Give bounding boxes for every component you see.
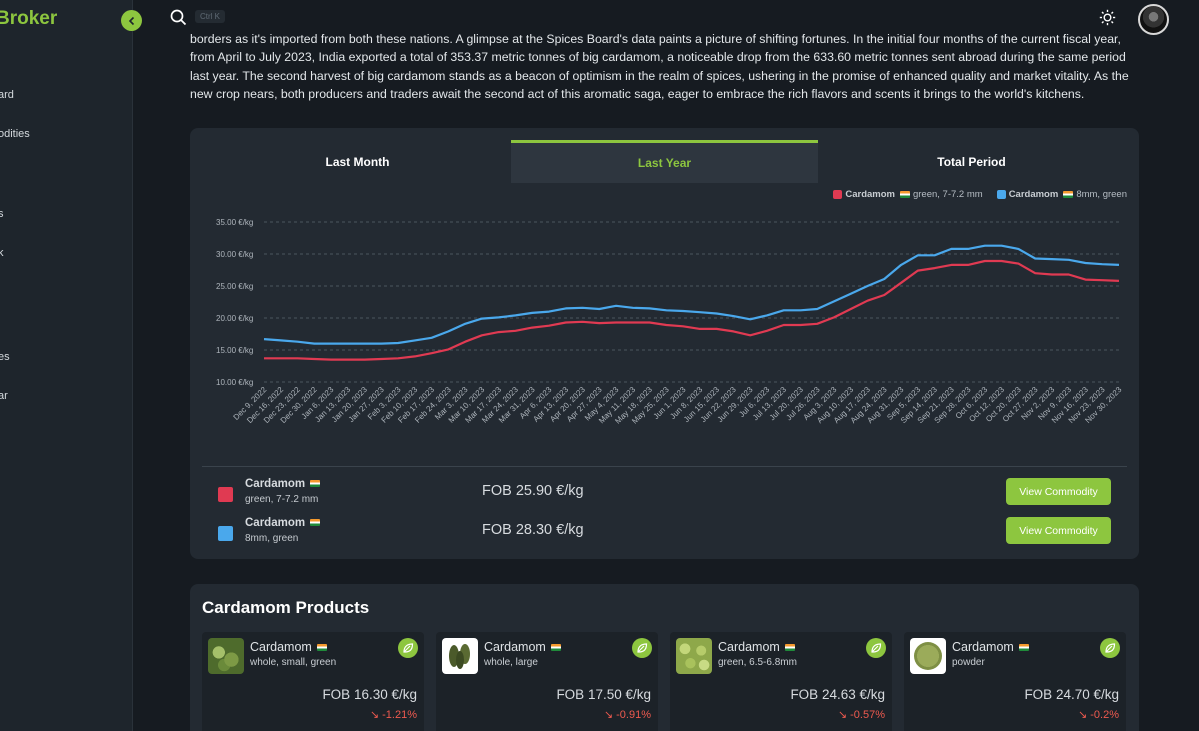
sidebar-item-3[interactable]: s — [0, 208, 4, 220]
series-color-swatch — [218, 526, 233, 541]
commodity-variant: green, 7-7.2 mm — [245, 494, 319, 505]
summary-row: Cardamom 8mm, green FOB 28.30 €/kg View … — [190, 512, 1139, 548]
legend-name: Cardamom — [1008, 189, 1059, 200]
india-flag-icon — [551, 644, 562, 652]
legend-name: Cardamom — [845, 189, 895, 200]
legend-item-green-7mm[interactable]: Cardamom green, 7-7.2 mm — [833, 189, 983, 200]
india-flag-icon — [310, 519, 321, 527]
product-variant: green, 6.5-6.8mm — [718, 657, 797, 668]
product-name: Cardamom — [718, 640, 796, 654]
leaf-icon — [1100, 638, 1120, 658]
india-flag-icon — [1063, 191, 1074, 198]
trend-down-icon: ↘ — [369, 709, 380, 721]
y-tick-label: 30.00 €/kg — [216, 250, 253, 259]
leaf-icon — [866, 638, 886, 658]
legend-swatch — [996, 190, 1006, 199]
section-title: Cardamom Products — [202, 598, 370, 617]
search-icon[interactable] — [170, 9, 187, 26]
product-price: FOB 24.63 €/kg — [790, 687, 885, 702]
sidebar-item-6[interactable]: ar — [0, 390, 8, 402]
tab-total-period[interactable]: Total Period — [937, 154, 1006, 169]
india-flag-icon — [785, 644, 796, 652]
legend-item-8mm[interactable]: Cardamom 8mm, green — [996, 189, 1127, 200]
product-card[interactable]: Cardamom whole, small, green FOB 16.30 €… — [202, 632, 424, 731]
brand-logo[interactable]: Broker — [0, 8, 58, 29]
price-change: ↘ -1.21% — [369, 709, 417, 721]
trend-down-icon: ↘ — [603, 709, 614, 721]
collapse-sidebar-button[interactable] — [121, 10, 142, 31]
search-shortcut-hint: Ctrl K — [195, 10, 225, 23]
user-avatar[interactable] — [1138, 4, 1169, 35]
leaf-icon — [398, 638, 418, 658]
price-change: ↘ -0.57% — [837, 709, 885, 721]
sidebar-item-4[interactable]: k — [0, 247, 4, 259]
product-image — [910, 638, 946, 674]
sun-icon[interactable] — [1099, 9, 1116, 26]
price-line-chart: 35.00 €/kg 30.00 €/kg 25.00 €/kg 20.00 €/kg… — [216, 218, 1124, 426]
divider — [202, 466, 1127, 467]
india-flag-icon — [899, 191, 910, 198]
sidebar-item-5[interactable]: es — [0, 351, 10, 363]
india-flag-icon — [1019, 644, 1030, 652]
leaf-icon — [632, 638, 652, 658]
product-price: FOB 17.50 €/kg — [556, 687, 651, 702]
product-name: Cardamom — [952, 640, 1030, 654]
product-image — [208, 638, 244, 674]
product-card[interactable]: Cardamom whole, large FOB 17.50 €/kg ↘ -… — [436, 632, 658, 731]
y-tick-label: 25.00 €/kg — [216, 282, 253, 291]
product-price: FOB 24.70 €/kg — [1024, 687, 1119, 702]
price-chart-card: Last Month Last Year Total Period Cardam… — [190, 128, 1139, 559]
tab-last-month[interactable]: Last Month — [325, 154, 390, 169]
india-flag-icon — [317, 644, 328, 652]
summary-row: Cardamom green, 7-7.2 mm FOB 25.90 €/kg … — [190, 473, 1139, 509]
chart-legend: Cardamom green, 7-7.2 mm Cardamom 8mm, g… — [833, 189, 1127, 200]
products-section: Cardamom Products Cardamom whole, small,… — [190, 584, 1139, 731]
series-color-swatch — [218, 487, 233, 502]
product-variant: whole, large — [484, 657, 538, 668]
product-price: FOB 16.30 €/kg — [322, 687, 417, 702]
sidebar-item-dashboard[interactable]: ard — [0, 89, 14, 101]
y-tick-label: 20.00 €/kg — [216, 314, 253, 323]
commodity-name: Cardamom — [245, 517, 321, 529]
product-card[interactable]: Cardamom powder FOB 24.70 €/kg ↘ -0.2% — [904, 632, 1126, 731]
product-name: Cardamom — [250, 640, 328, 654]
legend-variant: green, 7-7.2 mm — [912, 189, 983, 200]
tab-last-year[interactable]: Last Year — [511, 140, 818, 183]
view-commodity-button[interactable]: View Commodity — [1006, 478, 1111, 505]
price-change: ↘ -0.91% — [603, 709, 651, 721]
series-line-8mm — [263, 244, 1120, 345]
legend-swatch — [833, 190, 843, 199]
view-commodity-button[interactable]: View Commodity — [1006, 517, 1111, 544]
legend-variant: 8mm, green — [1076, 189, 1127, 200]
commodity-name: Cardamom — [245, 478, 321, 490]
trend-down-icon: ↘ — [837, 709, 848, 721]
product-name: Cardamom — [484, 640, 562, 654]
product-variant: powder — [952, 657, 985, 668]
period-tabs: Last Month Last Year Total Period — [204, 140, 1125, 183]
india-flag-icon — [310, 480, 321, 488]
series-line-green-7mm — [264, 259, 1120, 361]
y-tick-label: 35.00 €/kg — [216, 218, 253, 227]
commodity-price: FOB 28.30 €/kg — [482, 522, 584, 538]
y-tick-label: 10.00 €/kg — [216, 378, 253, 387]
trend-down-icon: ↘ — [1077, 709, 1088, 721]
chevron-left-icon — [128, 16, 134, 25]
product-card[interactable]: Cardamom green, 6.5-6.8mm FOB 24.63 €/kg… — [670, 632, 892, 731]
product-image — [676, 638, 712, 674]
sidebar: Broker ard odities s k es ar — [0, 0, 133, 731]
commodity-variant: 8mm, green — [245, 533, 299, 544]
sidebar-item-commodities[interactable]: odities — [0, 128, 30, 140]
price-change: ↘ -0.2% — [1077, 709, 1119, 721]
product-variant: whole, small, green — [250, 657, 337, 668]
y-tick-label: 15.00 €/kg — [216, 346, 253, 355]
product-image — [442, 638, 478, 674]
commodity-price: FOB 25.90 €/kg — [482, 483, 584, 499]
article-text: borders as it's imported from both these… — [190, 32, 1129, 102]
